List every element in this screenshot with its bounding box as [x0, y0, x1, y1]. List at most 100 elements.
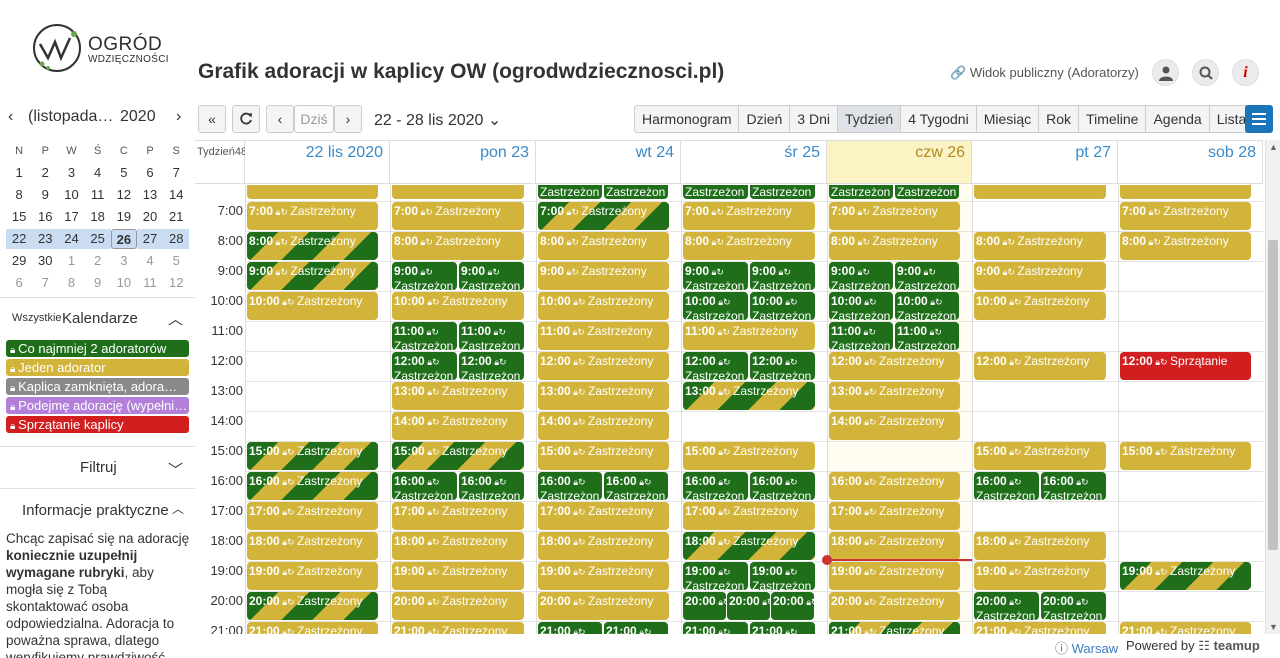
event[interactable] — [392, 185, 524, 199]
event[interactable]: 12:00 🔒︎↻ Zastrzeżon — [683, 352, 748, 380]
public-view-link[interactable]: 🔗 Widok publiczny (Adoratorzy) — [950, 65, 1139, 81]
event[interactable]: 19:00 🔒︎↻ Zastrzeżony — [1120, 562, 1251, 590]
event[interactable]: 9:00 🔒︎↻ Zastrzeżon — [895, 262, 959, 290]
mini-day[interactable]: 12 — [168, 275, 184, 290]
mini-day[interactable]: 13 — [142, 187, 158, 202]
event[interactable]: 7:00 🔒︎↻ Zastrzeżony — [829, 202, 960, 230]
mini-day[interactable]: 10 — [116, 275, 132, 290]
mini-day[interactable]: 25 — [84, 229, 111, 249]
today-button[interactable]: Dziś — [294, 105, 334, 133]
mini-day[interactable]: 4 — [94, 165, 102, 180]
mini-day[interactable]: 16 — [38, 209, 53, 224]
event[interactable]: 19:00 🔒︎↻ Zastrzeżon — [683, 562, 748, 590]
mini-day[interactable]: 19 — [116, 209, 132, 224]
menu-button[interactable] — [1245, 105, 1273, 133]
event[interactable]: 15:00 🔒︎↻ Zastrzeżony — [1120, 442, 1251, 470]
event[interactable]: 16:00 🔒︎↻ Zastrzeżon — [1041, 472, 1106, 500]
day-header[interactable]: 22 lis 2020 — [245, 141, 390, 184]
event[interactable]: 8:00 🔒︎↻ Zastrzeżony — [974, 232, 1106, 260]
event[interactable]: 8:00 🔒︎↻ Zastrzeżony — [829, 232, 960, 260]
event[interactable]: 20:00 🔒︎↻ Zastrzeżony — [829, 592, 960, 620]
user-button[interactable] — [1152, 59, 1179, 86]
mini-day[interactable]: 2 — [94, 253, 102, 268]
event[interactable]: 21:00 🔒︎↻ Zastrzeżony — [974, 622, 1106, 634]
event[interactable]: 16:00 🔒︎↻ Zastrzeżon — [974, 472, 1039, 500]
day-header[interactable]: pt 27 — [972, 141, 1118, 184]
view-button[interactable]: Miesiąc — [977, 106, 1040, 132]
day-header[interactable]: śr 25 — [681, 141, 827, 184]
event[interactable]: 7:00 🔒︎↻ Zastrzeżony — [392, 202, 524, 230]
event[interactable]: Zastrzeżon — [750, 185, 815, 199]
view-button[interactable]: Rok — [1039, 106, 1080, 132]
mini-day[interactable]: 8 — [15, 187, 23, 202]
event[interactable] — [1120, 185, 1251, 199]
mini-day[interactable]: 23 — [32, 229, 59, 249]
mini-day[interactable]: 22 — [6, 229, 33, 249]
mini-day[interactable]: 30 — [38, 253, 53, 268]
view-button[interactable]: 3 Dni — [790, 106, 838, 132]
event[interactable]: 11:00 🔒︎↻ Zastrzeżon — [895, 322, 959, 350]
event[interactable]: 11:00 🔒︎↻ Zastrzeżony — [538, 322, 669, 350]
mini-day[interactable]: 11 — [90, 187, 105, 202]
event[interactable]: 18:00 🔒︎↻ Zastrzeżony — [538, 532, 669, 560]
mini-next-button[interactable]: › — [176, 108, 182, 125]
event[interactable]: 10:00 🔒︎↻ Zastrzeżon — [750, 292, 815, 320]
event[interactable]: 17:00 🔒︎↻ Zastrzeżony — [392, 502, 524, 530]
view-button[interactable]: Timeline — [1079, 106, 1147, 132]
event[interactable]: 16:00 🔒︎↻ Zastrzeżon — [459, 472, 524, 500]
event[interactable]: 18:00 🔒︎↻ Zastrzeżony — [974, 532, 1106, 560]
calendar-item[interactable]: 🔒︎ Sprzątanie kaplicy — [6, 416, 189, 433]
info-title[interactable]: Informacje praktyczne — [22, 502, 169, 519]
event[interactable]: 21:00 🔒︎↻ — [604, 622, 668, 634]
event[interactable]: 14:00 🔒︎↻ Zastrzeżony — [538, 412, 669, 440]
mini-day[interactable]: 1 — [15, 165, 23, 180]
mini-day[interactable]: 26 — [110, 229, 137, 249]
day-header[interactable]: pon 23 — [390, 141, 536, 184]
calendars-collapse-icon[interactable]: ︿ — [168, 311, 184, 328]
next-button[interactable]: › — [334, 105, 362, 133]
event[interactable]: 21:00 🔒︎↻ Zastrzeżony — [247, 622, 378, 634]
event[interactable]: 18:00 🔒︎↻ Zastrzeżony — [392, 532, 524, 560]
event[interactable]: 20:00 🔒︎↻ — [727, 592, 770, 620]
mini-day[interactable]: 20 — [142, 209, 158, 224]
event[interactable]: 16:00 🔒︎↻ Zastrzeżon — [750, 472, 815, 500]
event[interactable]: 10:00 🔒︎↻ Zastrzeżony — [538, 292, 669, 320]
time-grid[interactable]: 7:00 8:00 9:00 10:00 11:00 12:00 13:00 14:00 15:… — [195, 185, 1263, 634]
event[interactable] — [247, 185, 378, 199]
event[interactable]: 10:00 🔒︎↻ Zastrzeżon — [829, 292, 893, 320]
event[interactable]: 18:00 🔒︎↻ Zastrzeżony — [683, 532, 815, 560]
event[interactable]: 12:00 🔒︎↻ Sprzątanie — [1120, 352, 1251, 380]
refresh-button[interactable] — [232, 105, 260, 133]
event[interactable]: 13:00 🔒︎↻ Zastrzeżony — [392, 382, 524, 410]
event[interactable]: 10:00 🔒︎↻ Zastrzeżony — [247, 292, 378, 320]
event[interactable]: 16:00 🔒︎↻ Zastrzeżony — [829, 472, 960, 500]
event[interactable]: 18:00 🔒︎↻ Zastrzeżony — [247, 532, 378, 560]
event[interactable]: 10:00 🔒︎↻ Zastrzeżony — [392, 292, 524, 320]
event[interactable]: 9:00 🔒︎↻ Zastrzeżon — [829, 262, 893, 290]
mini-day[interactable]: 7 — [172, 165, 180, 180]
event[interactable]: 16:00 🔒︎↻ Zastrzeżony — [247, 472, 378, 500]
event[interactable]: 20:00 🔒︎↻ Zastrzeżony — [392, 592, 524, 620]
event[interactable]: 19:00 🔒︎↻ Zastrzeżony — [974, 562, 1106, 590]
event[interactable]: 19:00 🔒︎↻ Zastrzeżony — [247, 562, 378, 590]
event[interactable]: 12:00 🔒︎↻ Zastrzeżon — [392, 352, 457, 380]
calendar-item[interactable]: 🔒︎ Podejmę adorację (wypełni… — [6, 397, 189, 414]
event[interactable]: 8:00 🔒︎↻ Zastrzeżony — [1120, 232, 1251, 260]
event[interactable]: Zastrzeżon — [683, 185, 748, 199]
event[interactable]: 17:00 🔒︎↻ Zastrzeżony — [683, 502, 815, 530]
mini-day[interactable]: 17 — [64, 209, 79, 224]
event[interactable]: Zastrzeżon — [538, 185, 602, 199]
mini-day[interactable]: 4 — [146, 253, 154, 268]
event[interactable]: 20:00 🔒︎↻ Zastrzeżony — [247, 592, 378, 620]
calendar-item[interactable]: 🔒︎ Kaplica zamknięta, adora… — [6, 378, 189, 395]
event[interactable]: 20:00 🔒︎↻ — [771, 592, 814, 620]
view-button[interactable]: Harmonogram — [635, 106, 740, 132]
day-header[interactable]: wt 24 — [536, 141, 681, 184]
event[interactable]: Zastrzeżon — [604, 185, 668, 199]
event[interactable]: 20:00 🔒︎↻ Zastrzeżony — [538, 592, 669, 620]
mini-day[interactable]: 29 — [11, 253, 27, 268]
event[interactable]: 15:00 🔒︎↻ Zastrzeżony — [974, 442, 1106, 470]
view-button[interactable]: Agenda — [1146, 106, 1210, 132]
event[interactable]: 12:00 🔒︎↻ Zastrzeżon — [459, 352, 524, 380]
event[interactable]: 10:00 🔒︎↻ Zastrzeżony — [974, 292, 1106, 320]
